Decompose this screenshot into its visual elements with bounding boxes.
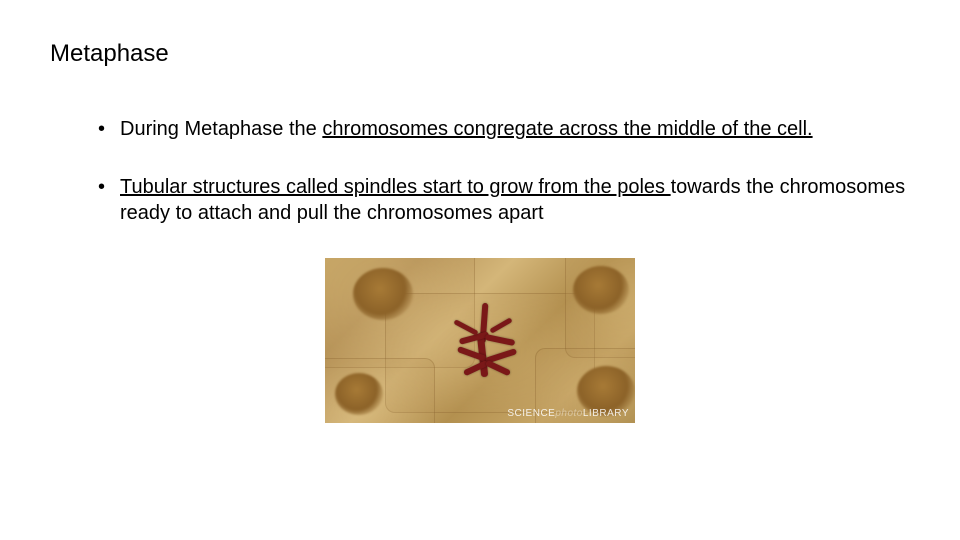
slide-title: Metaphase bbox=[50, 40, 910, 68]
bullet-item: Tubular structures called spindles start… bbox=[98, 174, 910, 226]
metaphase-micrograph: SCIENCEphotoLIBRARY bbox=[325, 258, 635, 423]
nucleus-blob bbox=[335, 373, 383, 415]
nucleus-blob bbox=[353, 268, 413, 320]
image-container: SCIENCEphotoLIBRARY bbox=[50, 258, 910, 423]
metaphase-chromosomes bbox=[445, 303, 525, 393]
watermark-part: LIBRARY bbox=[583, 408, 629, 419]
bullet-list: During Metaphase the chromosomes congreg… bbox=[50, 116, 910, 226]
bullet-text-underlined: chromosomes congregate across the middle… bbox=[322, 118, 812, 140]
watermark-part: SCIENCE bbox=[507, 408, 555, 419]
watermark-part: photo bbox=[555, 408, 583, 419]
bullet-text-underlined: Tubular structures called spindles start… bbox=[120, 176, 671, 198]
nucleus-blob bbox=[573, 266, 629, 314]
image-watermark: SCIENCEphotoLIBRARY bbox=[507, 408, 629, 419]
bullet-text-prefix: During Metaphase the bbox=[120, 118, 322, 140]
slide: Metaphase During Metaphase the chromosom… bbox=[0, 0, 960, 540]
bullet-item: During Metaphase the chromosomes congreg… bbox=[98, 116, 910, 142]
